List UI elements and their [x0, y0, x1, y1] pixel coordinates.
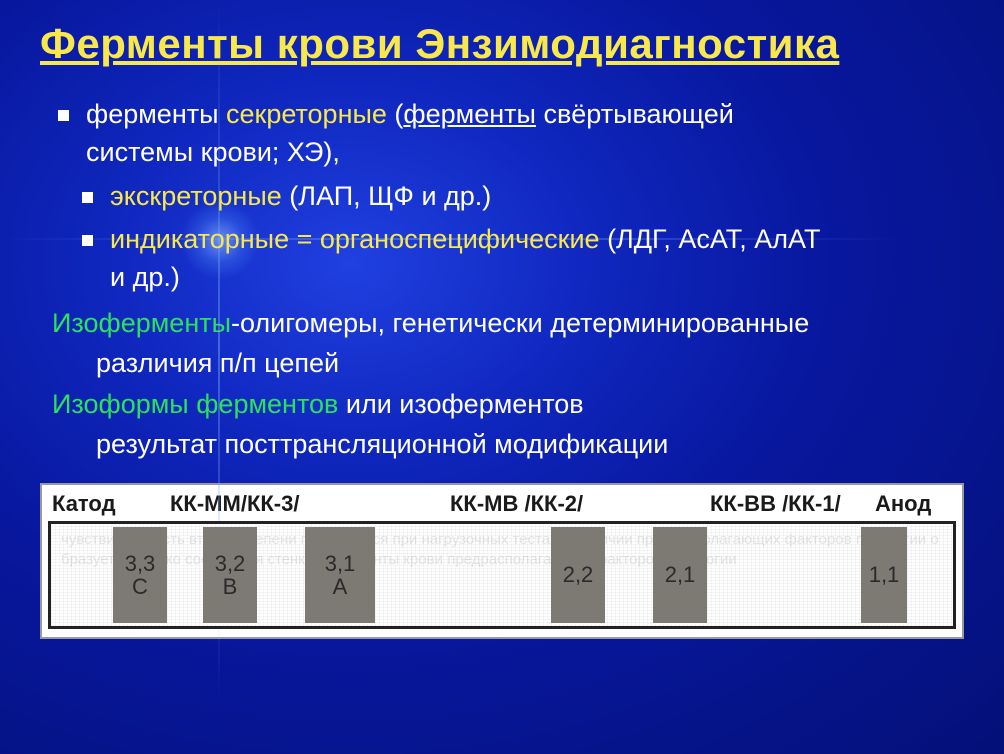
plain-list: Изоферменты-олигомеры, генетически детер… [40, 303, 964, 465]
gel-band: 2,1 [653, 527, 707, 623]
highlight: индикаторные = органоспецифические [110, 224, 600, 254]
gel-band: 3,2В [203, 527, 257, 623]
plain-1b: различия п/п цепей [40, 343, 964, 384]
text: различия п/п цепей [96, 348, 339, 378]
gel-box: чувствительность второй степени проявляе… [48, 521, 956, 629]
highlight: секреторные [226, 99, 387, 129]
text: результат посттрансляционной модификации [96, 429, 668, 459]
plain-1: Изоферменты-олигомеры, генетически детер… [40, 303, 964, 344]
band-number: 2,1 [665, 563, 696, 586]
text: (ЛАП, ЩФ и др.) [282, 181, 492, 211]
band-number: 2,2 [563, 563, 594, 586]
highlight: Изоформы ферментов [52, 389, 338, 419]
text: -олигомеры, генетически детерминированны… [231, 308, 809, 338]
label-group-1: КК-ММ/КК-3/ [170, 491, 450, 517]
bullet-1: ферменты секреторные (ферменты свёртываю… [40, 96, 964, 172]
page-title: Ферменты крови Энзимодиагностика [40, 20, 964, 68]
text: ( [387, 99, 404, 129]
label-group-2: КК-МВ /КК-2/ [450, 491, 710, 517]
underlined: ферменты [403, 99, 536, 129]
electrophoresis-diagram: Катод КК-ММ/КК-3/ КК-МВ /КК-2/ КК-ВВ /КК… [40, 483, 964, 639]
label-cathode: Катод [52, 491, 170, 517]
band-letter: В [223, 575, 238, 598]
text: или изоферментов [338, 389, 583, 419]
ghost-text: чувствительность второй степени проявляе… [51, 524, 953, 626]
band-letter: С [132, 575, 148, 598]
band-number: 3,2 [215, 552, 246, 575]
highlight: Изоферменты [52, 308, 231, 338]
text: свёртывающей [536, 99, 734, 129]
plain-2: Изоформы ферментов или изоферментов [40, 384, 964, 425]
bullet-2: экскреторные (ЛАП, ЩФ и др.) [40, 178, 964, 216]
bullet-list: ферменты секреторные (ферменты свёртываю… [40, 96, 964, 297]
text: системы крови; ХЭ), [86, 137, 340, 167]
gel-band: 2,2 [551, 527, 605, 623]
band-number: 3,1 [325, 552, 356, 575]
highlight: экскреторные [110, 181, 282, 211]
band-number: 1,1 [869, 563, 900, 586]
gel-band: 3,1А [305, 527, 375, 623]
text: и др.) [110, 262, 180, 292]
bullet-3: индикаторные = органоспецифические (ЛДГ,… [40, 221, 964, 297]
band-letter: А [333, 575, 348, 598]
plain-2b: результат посттрансляционной модификации [40, 424, 964, 465]
text: (ЛДГ, АсАТ, АлАТ [600, 224, 821, 254]
diagram-labels: Катод КК-ММ/КК-3/ КК-МВ /КК-2/ КК-ВВ /КК… [48, 489, 956, 521]
text: ферменты [86, 99, 226, 129]
label-group-3: КК-ВВ /КК-1/ [710, 491, 875, 517]
label-anode: Анод [875, 491, 931, 517]
band-number: 3,3 [125, 552, 156, 575]
gel-band: 1,1 [861, 527, 907, 623]
gel-band: 3,3С [113, 527, 167, 623]
